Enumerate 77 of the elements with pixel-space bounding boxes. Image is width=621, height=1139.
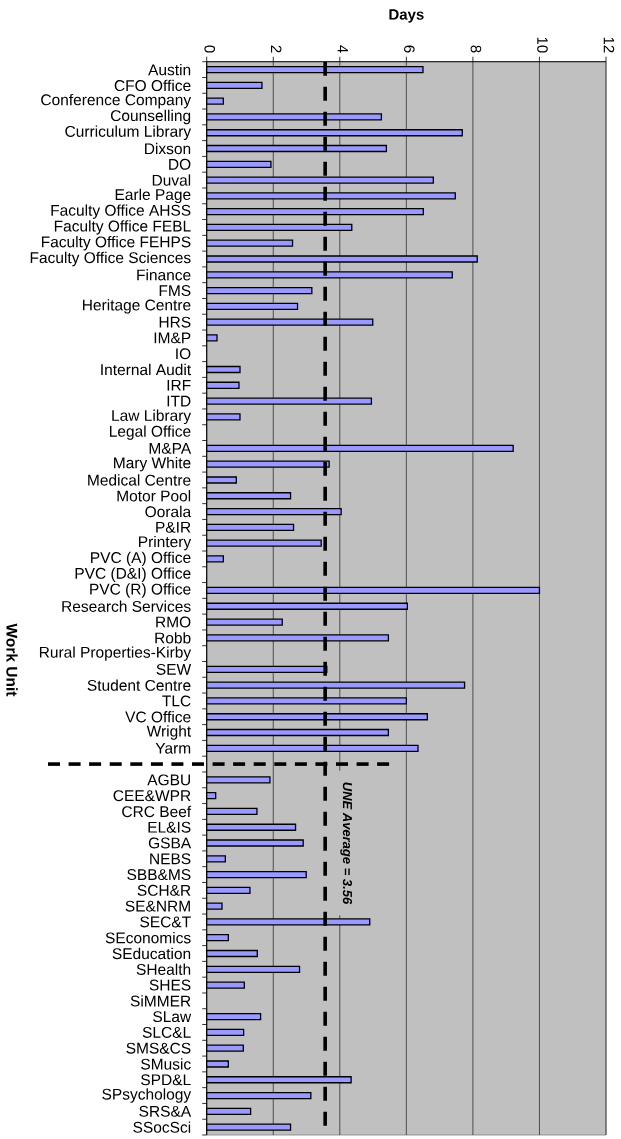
- y-tick-label: Yarm: [155, 742, 191, 754]
- y-tick-label: SMS&CS: [126, 1042, 191, 1054]
- y-tick-label: Austin: [148, 63, 191, 76]
- y-tick-label: Curriculum Library: [65, 125, 192, 140]
- y-tick-label: SBB&MS: [127, 869, 191, 881]
- y-axis-title: Work Unit: [6, 623, 18, 697]
- y-tick-label: SLC&L: [142, 1026, 191, 1038]
- y-tick-label: Earle Page: [115, 188, 191, 204]
- x-tick-label: 6: [404, 45, 415, 53]
- y-tick-label: CFO Office: [114, 79, 191, 92]
- y-tick-label: Heritage Centre: [83, 299, 191, 314]
- y-tick-label: GSBA: [148, 837, 192, 849]
- y-tick-label: Internal Audit: [101, 363, 192, 376]
- y-tick-label: Legal Office: [110, 425, 191, 440]
- y-tick-label: CRC Beef: [122, 805, 192, 818]
- y-tick-label: SCH&R: [137, 884, 191, 896]
- y-tick-label: Finance: [137, 269, 191, 281]
- y-tick-label: Faculty Office Sciences: [30, 251, 191, 267]
- x-tick-label: 4: [337, 45, 348, 53]
- y-tick-label: Student Centre: [87, 679, 191, 691]
- y-tick-label: IRF: [167, 379, 191, 391]
- y-tick-label: SPsychology: [102, 1088, 192, 1103]
- x-tick-label: 0: [204, 45, 216, 53]
- y-tick-label: M&PA: [149, 442, 192, 454]
- y-tick-label: SHealth: [136, 963, 191, 975]
- y-tick-label: Medical Centre: [88, 474, 191, 486]
- y-tick-label: Wright: [146, 725, 192, 740]
- y-tick-label: VC Office: [125, 711, 191, 723]
- y-tick-label: SRS&A: [139, 1105, 192, 1117]
- y-tick-label: Robb: [155, 632, 191, 644]
- y-tick-label: DO: [169, 158, 191, 170]
- y-tick-label: AGBU: [147, 774, 190, 786]
- y-tick-label: SSocSci: [133, 1121, 191, 1133]
- y-tick-label: SE&NRM: [125, 900, 190, 912]
- y-tick-label: IO: [176, 348, 191, 360]
- y-tick-label: SHES: [149, 979, 191, 991]
- y-tick-label: SEducation: [112, 947, 191, 960]
- y-tick-label: ITD: [167, 395, 191, 407]
- y-tick-label: SEconomics: [105, 932, 191, 944]
- y-tick-label: Conference Company: [41, 93, 192, 109]
- y-tick-label: PVC (D&I) Office: [75, 567, 191, 582]
- x-tick-label: 10: [537, 37, 548, 53]
- y-tick-label: CEE&WPR: [113, 790, 191, 802]
- x-tick-label: 8: [470, 45, 482, 53]
- y-tick-label: RMO: [156, 616, 191, 628]
- y-tick-label: Duval: [152, 174, 191, 186]
- y-tick-label: Mary White: [114, 456, 191, 472]
- y-tick-label: Faculty Office FEHPS: [41, 236, 191, 251]
- x-tick-label: 12: [603, 37, 615, 53]
- x-axis-title: Days: [389, 9, 424, 23]
- x-tick-label: 2: [271, 45, 282, 53]
- y-tick-label: Rural Properties-Kirby: [39, 646, 192, 661]
- y-tick-label: SPD&L: [141, 1074, 191, 1086]
- ref-line-label: UNE Average = 3.56: [340, 782, 353, 905]
- y-tick-label: Law Library: [112, 409, 192, 425]
- y-tick-label: SLaw: [153, 1011, 192, 1023]
- y-tick-label: Oorala: [145, 505, 192, 518]
- y-tick-label: Printery: [139, 535, 192, 551]
- y-tick-label: HRS: [159, 316, 191, 328]
- y-tick-label: Research Services: [62, 600, 191, 612]
- y-tick-label: PVC (R) Office: [90, 583, 191, 598]
- y-tick-label: SEC&T: [140, 916, 191, 928]
- y-tick-label: SiMMER: [130, 995, 191, 1007]
- y-tick-label: SEW: [156, 663, 192, 675]
- y-tick-label: FMS: [159, 285, 191, 297]
- y-tick-label: Counselling: [110, 109, 191, 125]
- y-tick-label: NEBS: [150, 853, 191, 865]
- y-tick-label: Faculty Office AHSS: [51, 204, 191, 219]
- y-tick-label: PVC (A) Office: [91, 551, 191, 567]
- y-tick-label: Motor Pool: [117, 490, 191, 502]
- y-tick-label: SMusic: [141, 1058, 191, 1070]
- y-tick-label: EL&IS: [148, 821, 191, 833]
- y-tick-label: TLC: [162, 695, 191, 707]
- y-tick-label: P&IR: [156, 521, 191, 533]
- y-tick-label: Faculty Office FEBL: [54, 220, 191, 235]
- y-tick-label: Dixson: [145, 142, 191, 155]
- y-tick-label: IM&P: [154, 332, 191, 344]
